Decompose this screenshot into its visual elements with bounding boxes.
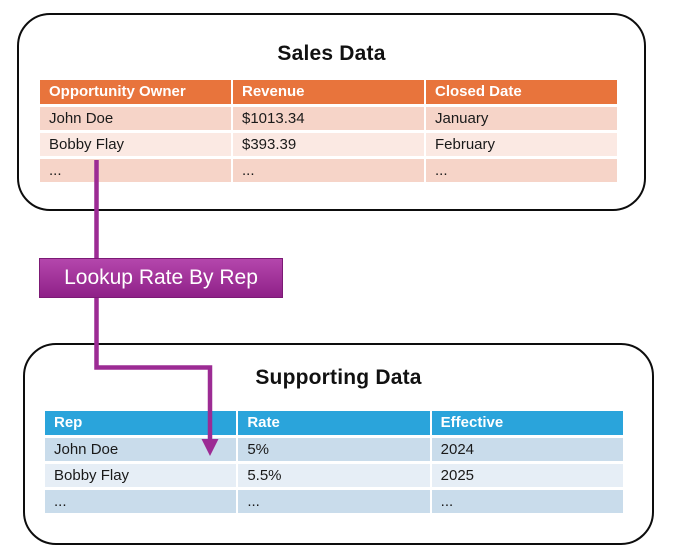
table-cell: Bobby Flay (40, 133, 231, 156)
lookup-rate-label: Lookup Rate By Rep (39, 258, 283, 298)
table-cell: ... (238, 490, 430, 513)
table-cell: John Doe (40, 107, 231, 130)
table-cell: February (426, 133, 617, 156)
sales-data-panel: Sales Data Opportunity Owner Revenue Clo… (17, 13, 646, 211)
sales-table: Opportunity Owner Revenue Closed Date Jo… (40, 80, 617, 182)
table-cell: 2025 (431, 464, 623, 487)
column-header: Opportunity Owner (40, 80, 231, 104)
table-cell: ... (233, 159, 424, 182)
table-cell: ... (426, 159, 617, 182)
column-header: Rate (238, 411, 430, 435)
table-cell: ... (45, 490, 237, 513)
table-cell: 5% (238, 438, 430, 461)
table-cell: Bobby Flay (45, 464, 237, 487)
column-header: Rep (45, 411, 237, 435)
supporting-table: Rep Rate Effective John Doe 5% 2024 Bobb… (45, 411, 623, 513)
column-header: Revenue (233, 80, 424, 104)
table-cell: 5.5% (238, 464, 430, 487)
column-header: Closed Date (426, 80, 617, 104)
sales-panel-title: Sales Data (277, 42, 386, 65)
table-cell: John Doe (45, 438, 237, 461)
table-cell: ... (431, 490, 623, 513)
column-header: Effective (431, 411, 623, 435)
table-cell: $1013.34 (233, 107, 424, 130)
supporting-panel-title: Supporting Data (255, 366, 422, 389)
table-cell: $393.39 (233, 133, 424, 156)
table-cell: ... (40, 159, 231, 182)
table-cell: 2024 (431, 438, 623, 461)
table-cell: January (426, 107, 617, 130)
supporting-data-panel: Supporting Data Rep Rate Effective John … (23, 343, 654, 545)
